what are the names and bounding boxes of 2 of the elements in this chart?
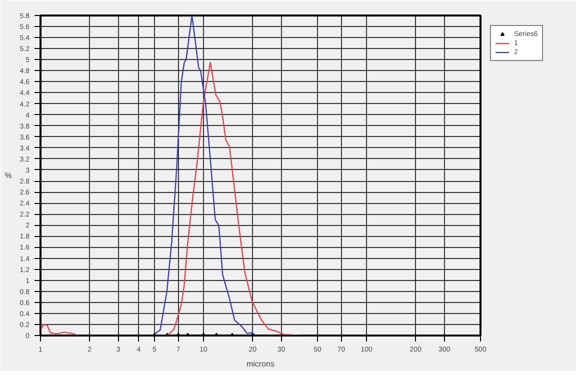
y-axis-title: % bbox=[4, 171, 12, 180]
x-axis-title: microns bbox=[246, 360, 275, 368]
